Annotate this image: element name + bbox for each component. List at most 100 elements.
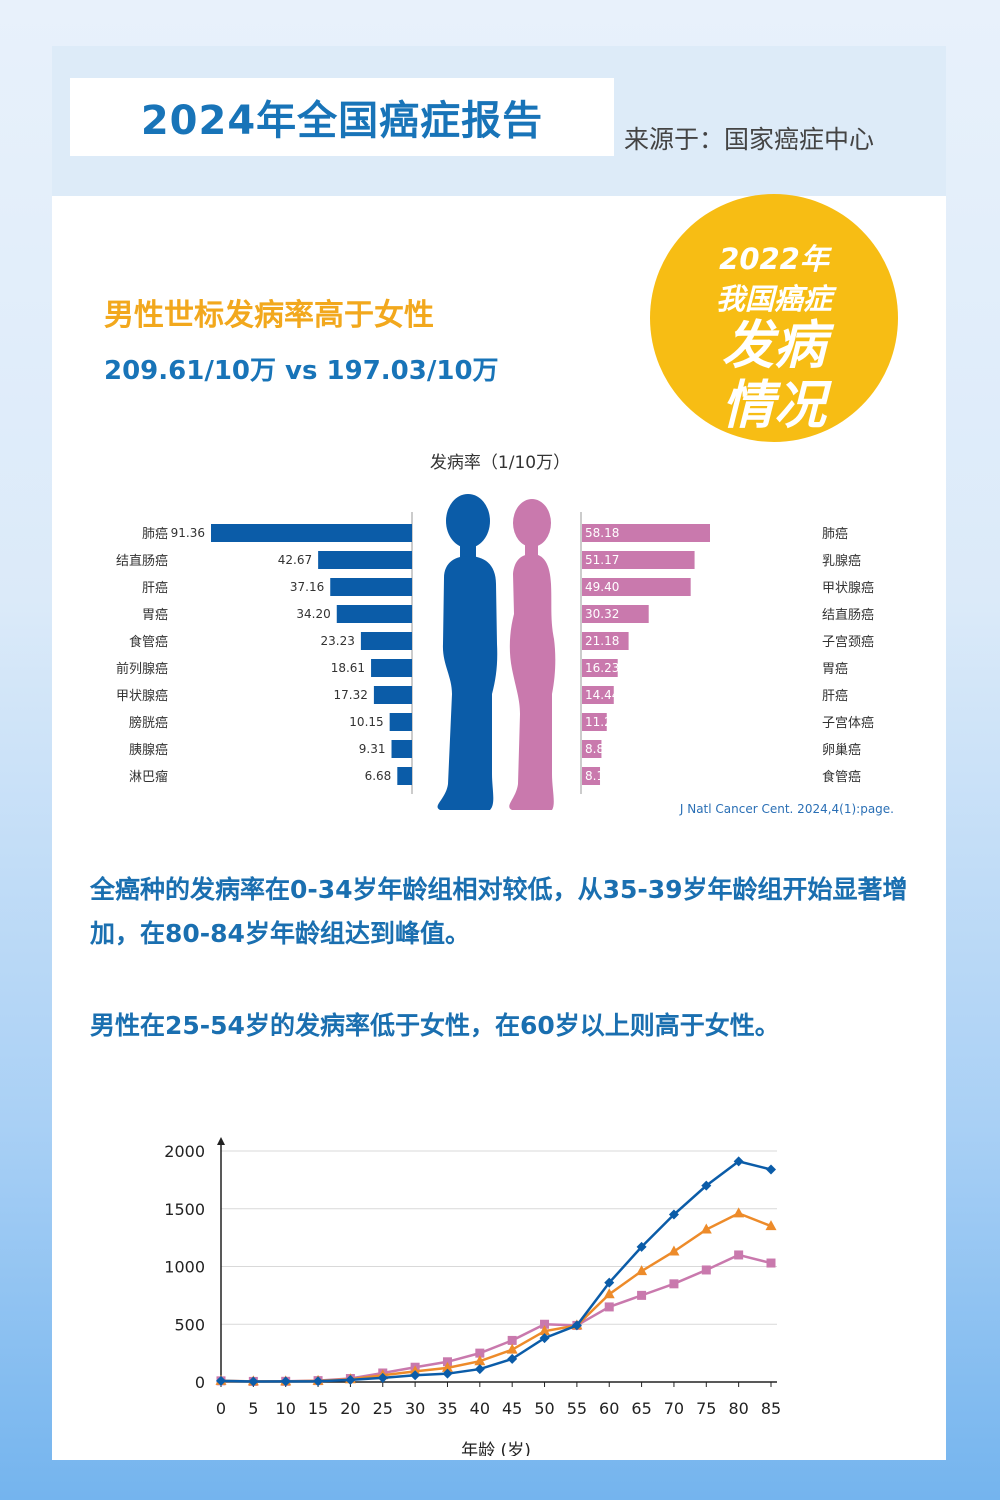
bar-chart-title: 发病率（1/10万） [429, 453, 571, 473]
headline-main: 男性世标发病率高于女性 [104, 298, 434, 333]
series-0-point-3 [313, 1376, 324, 1387]
bar-chart-svg: 91.36肺癌42.67结直肠癌37.16肝癌34.20胃癌23.23食管癌18… [116, 494, 874, 810]
male-category-label-7: 膀胱癌 [129, 715, 168, 731]
male-value-label-8: 9.31 [359, 742, 386, 756]
female-category-label-1: 乳腺癌 [822, 553, 861, 569]
series-1-point-16 [734, 1250, 744, 1260]
male-bar-1 [318, 551, 412, 569]
male-bar-7 [389, 713, 412, 731]
paragraph-age-trend: 全癌种的发病率在0-34岁年龄组相对较低，从35-39岁年龄组开始显著增加，在8… [90, 875, 908, 948]
series-0-point-0 [216, 1375, 226, 1386]
series-0-point-6 [410, 1370, 421, 1381]
male-category-label-8: 胰腺癌 [129, 742, 168, 758]
male-category-label-0: 肺癌 [142, 526, 168, 542]
paragraph-gender-compare: 男性在25-54岁的发病率低于女性，在60岁以上则高于女性。 [90, 1011, 780, 1040]
male-value-label-0: 91.36 [171, 526, 205, 540]
male-value-label-6: 17.32 [334, 688, 368, 702]
x-tick-label-14: 70 [664, 1399, 684, 1418]
series-1-point-15 [701, 1265, 711, 1275]
x-tick-label-8: 40 [470, 1399, 490, 1418]
female-head [513, 499, 551, 547]
series-2-point-8 [474, 1355, 486, 1366]
year-badge: 2022年 我国癌症 发病 情况 [650, 194, 898, 442]
report-card: 2024年全国癌症报告 来源于：国家癌症中心 2022年 我国癌症 发病 情况 … [52, 46, 946, 1460]
y-tick-label-0: 0 [195, 1373, 205, 1392]
bar-chart-citation: J Natl Cancer Cent. 2024,4(1):page. [679, 802, 894, 816]
source-label: 来源于：国家癌症中心 [624, 125, 875, 154]
male-category-label-2: 肝癌 [142, 580, 168, 596]
female-category-label-7: 子宫体癌 [822, 715, 874, 731]
male-category-label-1: 结直肠癌 [116, 553, 168, 569]
male-bar-4 [360, 632, 412, 650]
female-silhouette [509, 499, 556, 810]
series-0-point-16 [733, 1156, 744, 1167]
series-0-point-7 [442, 1368, 453, 1379]
female-value-label-4: 21.18 [585, 634, 619, 648]
line-chart-svg: 0 500 1000 1500 2000 0 5 10 15 20 25 30 35 40 45 50 55 60… [164, 1137, 781, 1456]
female-value-label-7: 11.25 [585, 715, 619, 729]
female-category-label-2: 甲状腺癌 [822, 580, 874, 596]
x-tick-label-13: 65 [631, 1399, 651, 1418]
male-category-label-3: 胃癌 [142, 607, 168, 623]
x-tick-label-5: 25 [373, 1399, 393, 1418]
series-0-point-5 [377, 1372, 388, 1383]
badge-subject: 我国癌症 [715, 282, 832, 316]
male-value-label-9: 6.68 [365, 769, 392, 783]
series-1-point-13 [637, 1290, 647, 1300]
male-value-label-5: 18.61 [331, 661, 365, 675]
male-category-label-5: 前列腺癌 [116, 661, 168, 677]
female-category-label-9: 食管癌 [822, 769, 861, 785]
y-tick-label-4: 2000 [164, 1142, 205, 1161]
female-value-label-5: 16.23 [585, 661, 619, 675]
male-bar-5 [371, 659, 412, 677]
series-1-point-17 [766, 1258, 776, 1268]
x-axis-title: 年龄 (岁) [461, 1441, 531, 1456]
female-bar-6 [582, 686, 614, 704]
series-0-point-8 [474, 1364, 485, 1375]
male-value-label-1: 42.67 [278, 553, 312, 567]
badge-big-1: 发病 [721, 316, 826, 376]
series-0-point-11 [571, 1320, 582, 1331]
male-category-label-6: 甲状腺癌 [116, 688, 168, 704]
male-bar-2 [330, 578, 412, 596]
series-0-point-9 [507, 1353, 518, 1364]
series-1-point-10 [540, 1319, 550, 1329]
y-tick-label-1: 500 [174, 1315, 205, 1334]
male-silhouette [437, 494, 498, 810]
header-band: 2024年全国癌症报告 来源于：国家癌症中心 [52, 46, 946, 196]
x-tick-label-11: 55 [567, 1399, 587, 1418]
page-title: 2024年全国癌症报告 [140, 98, 544, 144]
x-tick-label-2: 10 [276, 1399, 296, 1418]
headline-sub: 209.61/10万 vs 197.03/10万 [104, 356, 499, 386]
series-0-point-2 [280, 1376, 291, 1387]
x-tick-label-6: 30 [405, 1399, 425, 1418]
female-value-label-3: 30.32 [585, 607, 619, 621]
series-2-point-16 [733, 1207, 745, 1218]
y-axis-arrow [217, 1137, 225, 1145]
x-tick-label-10: 50 [534, 1399, 554, 1418]
x-tick-label-0: 0 [216, 1399, 226, 1418]
series-2-point-10 [539, 1325, 551, 1336]
female-category-label-4: 子宫颈癌 [822, 634, 874, 650]
female-value-label-8: 8.84 [585, 742, 612, 756]
female-bar-0 [582, 524, 710, 542]
female-bar-7 [582, 713, 607, 731]
series-0-point-4 [345, 1374, 356, 1385]
male-bar-3 [336, 605, 412, 623]
female-category-label-0: 肺癌 [822, 526, 848, 542]
female-bar-3 [582, 605, 649, 623]
male-value-label-2: 37.16 [290, 580, 324, 594]
age-incidence-line-chart: 0 500 1000 1500 2000 0 5 10 15 20 25 30 35 40 45 50 55 60… [152, 1086, 852, 1456]
series-0-point-13 [636, 1241, 647, 1252]
female-bar-2 [582, 578, 691, 596]
series-2-point-14 [668, 1245, 680, 1256]
series-1-point-8 [475, 1348, 485, 1358]
female-bar-5 [582, 659, 618, 677]
series-1-point-9 [507, 1335, 517, 1345]
series-2-point-17 [765, 1220, 777, 1231]
x-tick-label-7: 35 [437, 1399, 457, 1418]
male-bar-8 [391, 740, 412, 758]
female-category-label-6: 肝癌 [822, 688, 848, 704]
series-2-point-9 [506, 1343, 518, 1354]
series-line-2 [220, 1212, 772, 1383]
